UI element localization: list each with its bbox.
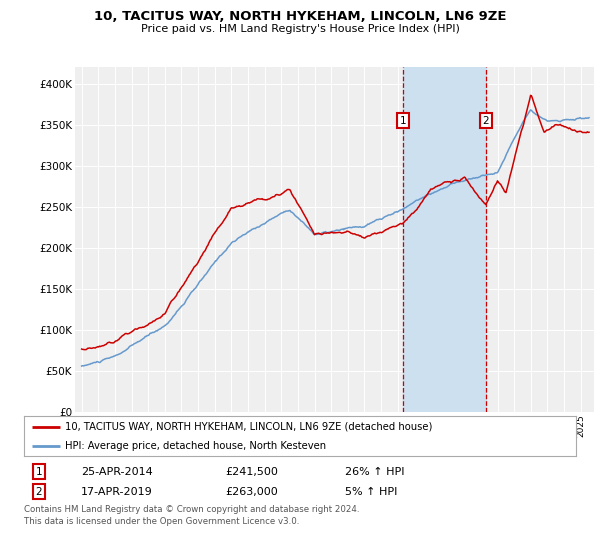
Text: 10, TACITUS WAY, NORTH HYKEHAM, LINCOLN, LN6 9ZE: 10, TACITUS WAY, NORTH HYKEHAM, LINCOLN,… [94, 10, 506, 23]
Text: 2: 2 [482, 115, 489, 125]
Bar [403, 67, 486, 412]
Text: Price paid vs. HM Land Registry's House Price Index (HPI): Price paid vs. HM Land Registry's House … [140, 24, 460, 34]
Text: 10, TACITUS WAY, NORTH HYKEHAM, LINCOLN, LN6 9ZE (detached house): 10, TACITUS WAY, NORTH HYKEHAM, LINCOLN,… [65, 422, 433, 432]
Text: 1: 1 [35, 466, 43, 477]
Text: 17-APR-2019: 17-APR-2019 [81, 487, 153, 497]
Text: Contains HM Land Registry data © Crown copyright and database right 2024.
This d: Contains HM Land Registry data © Crown c… [24, 505, 359, 526]
Text: £263,000: £263,000 [225, 487, 278, 497]
Text: £241,500: £241,500 [225, 466, 278, 477]
Text: 26% ↑ HPI: 26% ↑ HPI [345, 466, 404, 477]
Text: 2: 2 [35, 487, 43, 497]
Text: HPI: Average price, detached house, North Kesteven: HPI: Average price, detached house, Nort… [65, 441, 326, 450]
Text: 25-APR-2014: 25-APR-2014 [81, 466, 153, 477]
Text: 5% ↑ HPI: 5% ↑ HPI [345, 487, 397, 497]
Text: 1: 1 [400, 115, 406, 125]
